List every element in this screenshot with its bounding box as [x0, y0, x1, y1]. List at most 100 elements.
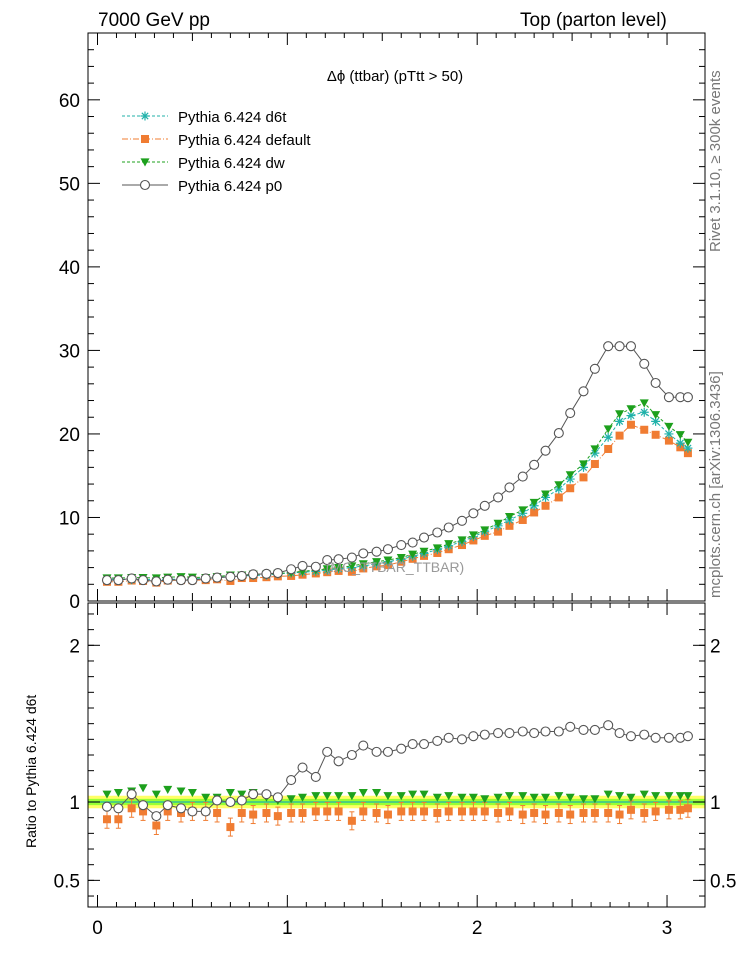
data-point [682, 392, 693, 403]
legend: Pythia 6.424 d6t Pythia 6.424 default Pyth… [122, 109, 311, 195]
ratio-point [138, 800, 149, 811]
data-point [396, 539, 407, 551]
data-point [579, 473, 588, 482]
ratio-point [566, 810, 575, 819]
data-point [494, 527, 503, 536]
ratio-point [457, 807, 466, 816]
ratio-point [346, 749, 357, 761]
ratio-point [347, 816, 356, 825]
ratio-point [494, 808, 503, 817]
ratio-point [371, 746, 382, 757]
ratio-point [126, 789, 137, 800]
data-point [565, 471, 575, 480]
y-tick-label: 10 [59, 508, 80, 529]
data-point [554, 493, 563, 502]
ratio-point [237, 808, 246, 817]
data-point [664, 436, 673, 445]
ratio-point [682, 731, 693, 742]
data-point [603, 341, 614, 352]
ratio-point [444, 807, 453, 816]
ratio-point [683, 804, 692, 813]
ratio-point [443, 732, 454, 743]
data-point [650, 377, 661, 389]
ratio-point [675, 792, 685, 801]
data-point [468, 531, 478, 540]
data-point [639, 407, 649, 417]
ratio-point [565, 721, 576, 732]
ratio-point [664, 805, 673, 814]
ratio-point [479, 729, 490, 740]
ratio-point [102, 790, 112, 799]
data-point [517, 471, 528, 482]
y-tick-label: 60 [59, 91, 80, 112]
x-tick-label: 2 [472, 918, 483, 939]
ratio-point [175, 803, 187, 814]
legend-label: Pythia 6.424 p0 [178, 178, 282, 195]
ratio-point [589, 724, 600, 735]
ratio-point [383, 792, 393, 801]
ratio-point [358, 740, 369, 751]
data-point [493, 519, 503, 528]
ratio-point [650, 732, 661, 743]
ratio-point [493, 728, 504, 739]
data-point [589, 363, 600, 374]
data-point [675, 431, 685, 440]
data-point [286, 564, 297, 575]
ratio-point [517, 726, 528, 737]
ratio-point [529, 728, 540, 739]
data-point [408, 550, 418, 559]
ratio-point [187, 806, 198, 817]
data-point [504, 513, 514, 522]
data-point [346, 552, 357, 563]
ratio-point [249, 810, 258, 819]
ratio-point [334, 792, 344, 801]
data-point [126, 573, 137, 584]
data-point [504, 482, 515, 493]
data-point [468, 508, 479, 519]
data-point [614, 341, 625, 352]
data-point [553, 428, 564, 439]
ratio-point [334, 807, 343, 816]
x-tick-label: 1 [282, 918, 293, 939]
ratio-point [262, 808, 271, 817]
y-tick-label: 0 [69, 592, 80, 613]
ratio-point [493, 793, 503, 802]
chart-title: Δϕ (ttbar) (pTtt > 50) [327, 68, 463, 85]
ratio-point [372, 789, 382, 798]
ratio-point [578, 795, 588, 804]
x-tick-label: 0 [92, 918, 103, 939]
ratio-point [127, 804, 136, 813]
ratio-point [225, 796, 236, 808]
data-point [651, 416, 661, 426]
ratio-frame [87, 602, 706, 908]
ratio-point [468, 793, 478, 802]
data-point [162, 574, 173, 585]
ratio-point [163, 807, 172, 816]
ratio-point [530, 808, 539, 817]
data-point [371, 546, 382, 557]
data-point [604, 444, 613, 453]
ratio-point [615, 792, 625, 801]
data-point [603, 425, 613, 434]
ratio-point [468, 731, 479, 742]
ratio-point [565, 793, 575, 802]
ratio-point [603, 790, 613, 799]
ratio-point [101, 801, 113, 812]
ratio-point [590, 795, 600, 804]
ratio-point [261, 789, 272, 800]
data-point [272, 567, 283, 579]
data-point [334, 563, 344, 573]
ratio-point [579, 808, 588, 817]
ratio-point [187, 789, 197, 798]
ratio-point [213, 808, 222, 817]
ratio-point [419, 790, 429, 799]
data-point [113, 575, 124, 586]
ratio-point [396, 743, 407, 754]
data-point [529, 459, 540, 470]
ratio-point [651, 792, 661, 801]
data-point [651, 430, 660, 439]
ratio-point [151, 790, 161, 799]
ratio-point [212, 795, 223, 806]
header-left: 7000 GeV pp [98, 10, 210, 31]
ratio-point [541, 810, 550, 819]
